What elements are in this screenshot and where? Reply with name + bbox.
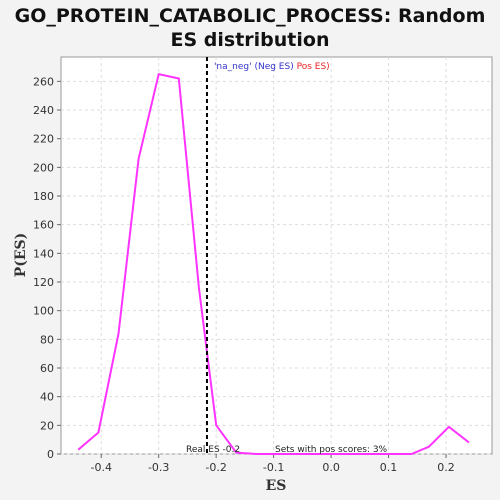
y-tick-label: 0 [47, 448, 54, 461]
y-tick-label: 180 [33, 190, 54, 203]
x-tick-label: 0.2 [437, 461, 455, 474]
x-tick-label: -0.4 [90, 461, 111, 474]
es-distribution-line [77, 73, 470, 455]
y-axis-label: P(ES) [13, 233, 29, 278]
y-tick-label: 260 [33, 75, 54, 88]
y-tick-label: 20 [40, 419, 54, 432]
x-tick-label: -0.1 [263, 461, 284, 474]
y-tick-label: 240 [33, 104, 54, 117]
x-tick-label: 0.1 [380, 461, 398, 474]
pos-scores-label: Sets with pos scores: 3% [275, 445, 388, 455]
plot-area [60, 56, 493, 455]
axis-ticks: 0 20 40 60 80 100 120 140 160 180 200 220 240 260 -0.4… [33, 75, 455, 474]
chart-title-line1: GO_PROTEIN_CATABOLIC_PROCESS: Random [15, 5, 486, 27]
legend-text: 'na_neg' (Neg ES) Pos ES) [214, 62, 330, 72]
legend-pos-es: Pos ES) [297, 62, 330, 72]
y-tick-label: 220 [33, 133, 54, 146]
chart-title-line2: ES distribution [171, 29, 330, 51]
y-tick-label: 80 [40, 333, 54, 346]
legend-neg-es: (Neg ES) [254, 62, 293, 72]
real-es-label: Real ES -0.2 [186, 445, 240, 455]
grid-lines [61, 57, 492, 455]
y-tick-label: 200 [33, 161, 54, 174]
y-tick-label: 120 [33, 276, 54, 289]
x-tick-label: -0.2 [205, 461, 226, 474]
x-tick-label: 0.0 [322, 461, 340, 474]
x-tick-label: -0.3 [148, 461, 169, 474]
y-tick-label: 60 [40, 362, 54, 375]
x-axis-label: ES [266, 478, 287, 494]
y-tick-label: 140 [33, 247, 54, 260]
series-layer [77, 73, 470, 455]
y-tick-label: 160 [33, 219, 54, 232]
legend-na-neg: 'na_neg' [214, 62, 252, 72]
y-tick-label: 40 [40, 391, 54, 404]
y-tick-label: 100 [33, 305, 54, 318]
